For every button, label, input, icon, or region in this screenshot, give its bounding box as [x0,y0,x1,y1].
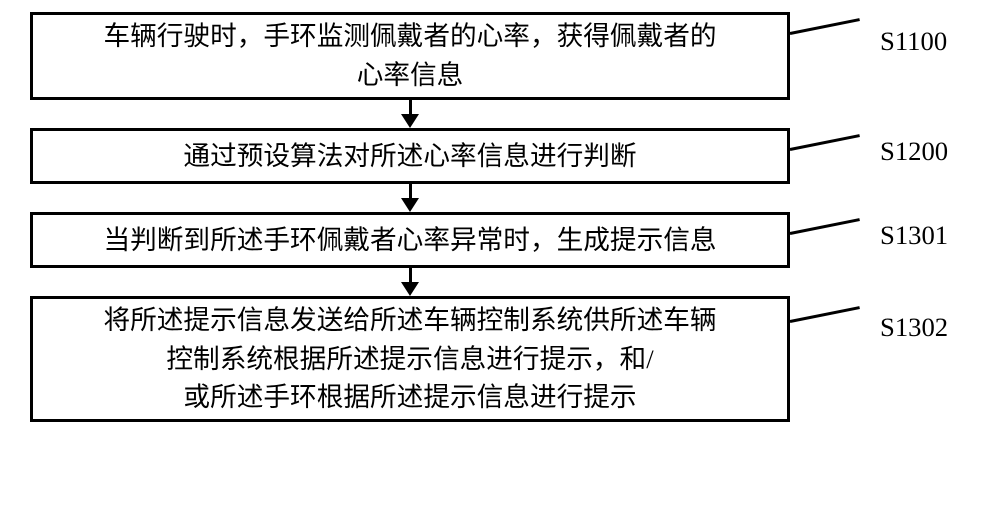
step-tick-S1100 [790,18,861,35]
step-label-S1302: S1302 [880,312,948,343]
arrow-head-2 [401,282,419,296]
arrow-shaft-0 [409,100,412,114]
arrow-shaft-2 [409,268,412,282]
step-label-S1200: S1200 [880,136,948,167]
arrow-head-1 [401,198,419,212]
step-label-S1100: S1100 [880,26,947,57]
step-tick-S1200 [790,134,861,151]
step-tick-S1301 [790,218,861,235]
arrow-head-0 [401,114,419,128]
flowchart-canvas: 车辆行驶时，手环监测佩戴者的心率，获得佩戴者的心率信息 S1100 通过预设算法对所… [0,0,1000,517]
step-label-S1301: S1301 [880,220,948,251]
arrow-shaft-1 [409,184,412,198]
flow-step-S1302: 将所述提示信息发送给所述车辆控制系统供所述车辆控制系统根据所述提示信息进行提示，… [30,296,790,422]
step-tick-S1302 [790,306,861,323]
flow-step-S1301: 当判断到所述手环佩戴者心率异常时，生成提示信息 [30,212,790,268]
flow-step-S1200: 通过预设算法对所述心率信息进行判断 [30,128,790,184]
flow-step-S1100: 车辆行驶时，手环监测佩戴者的心率，获得佩戴者的心率信息 [30,12,790,100]
